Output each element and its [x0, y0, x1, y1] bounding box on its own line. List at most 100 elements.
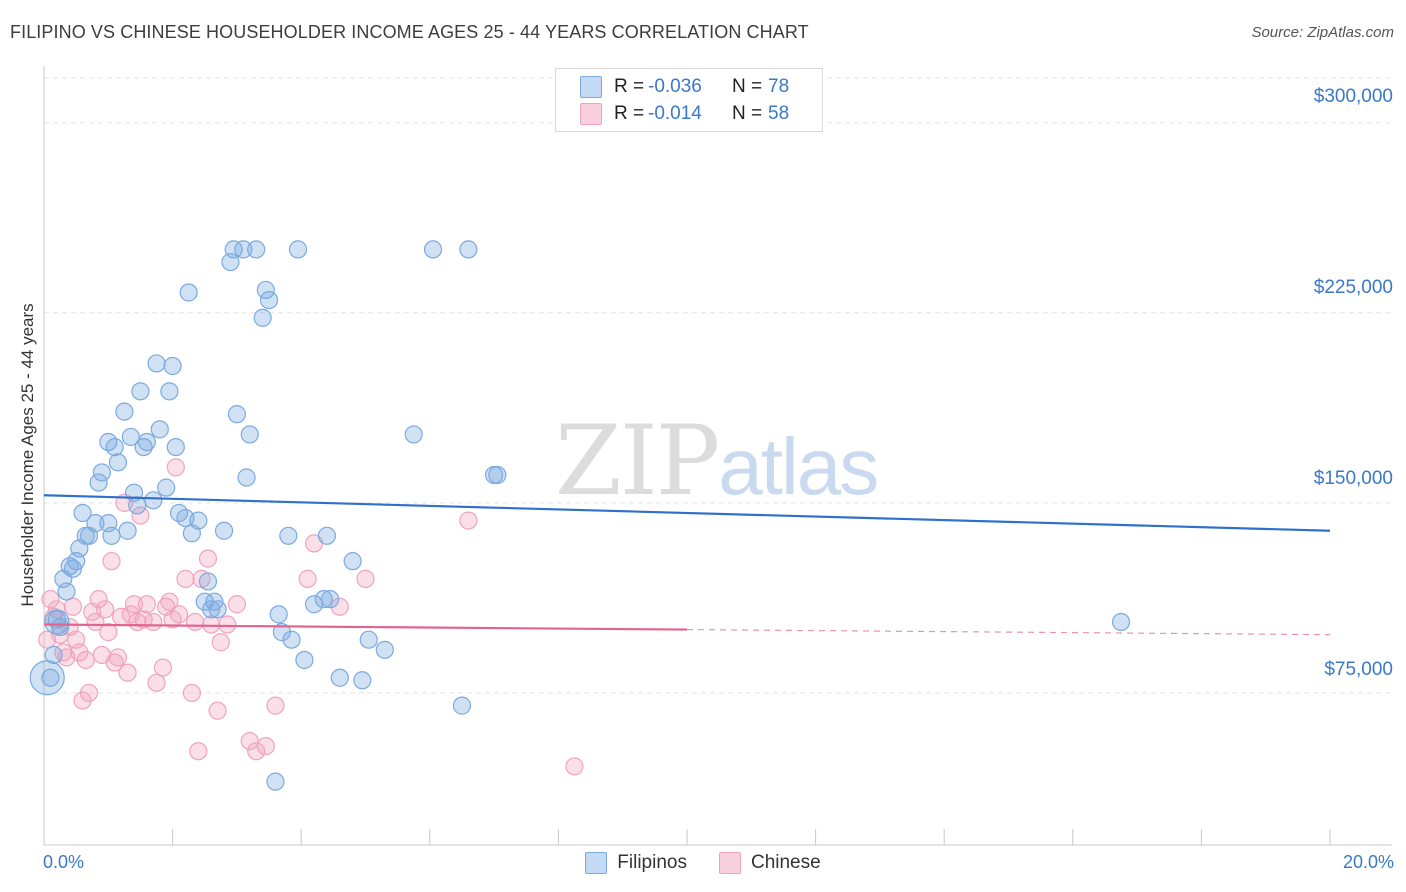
chinese-point: [208, 701, 227, 720]
filipino-point: [105, 437, 124, 457]
filipino-point: [102, 526, 121, 545]
chart-title: FILIPINO VS CHINESE HOUSEHOLDER INCOME A…: [10, 22, 809, 42]
legend-row-filipinos: R = -0.036 N = 78: [580, 75, 789, 99]
filipino-point: [160, 382, 179, 401]
r-value: -0.036: [648, 76, 702, 97]
filipino-point: [86, 514, 105, 533]
filipino-point: [150, 420, 169, 439]
filipino-point: [272, 623, 292, 642]
grid-lines: [44, 77, 1392, 694]
filipino-point: [452, 696, 472, 715]
chinese-point: [169, 605, 189, 624]
chinese-point: [131, 506, 150, 525]
filipino-point: [44, 645, 63, 665]
filipino-point: [1111, 612, 1131, 632]
chinese-point: [79, 683, 99, 703]
y-tick-label: $300,000: [1313, 86, 1393, 107]
filipino-point: [288, 240, 308, 259]
filipino-point: [41, 668, 60, 687]
filipino-point: [214, 521, 234, 540]
filipino-point: [73, 503, 92, 523]
filipino-point: [359, 630, 378, 649]
filipino-point: [189, 511, 208, 530]
filipino-point: [128, 496, 147, 515]
chinese-point: [330, 597, 349, 616]
filipino-point: [121, 427, 140, 447]
filipino-point: [282, 630, 301, 649]
filipino-point: [314, 590, 333, 609]
filipino-point: [144, 491, 163, 510]
y-tick-label: $225,000: [1313, 277, 1393, 298]
chinese-point: [105, 653, 124, 672]
chinese-point: [240, 731, 259, 751]
chinese-trend-line-extrapolated: [686, 628, 1331, 636]
filipino-point: [295, 650, 314, 670]
filipino-point: [266, 772, 285, 791]
filipino-point: [404, 425, 423, 444]
filipino-point: [269, 605, 288, 624]
legend-item-filipinos[interactable]: Filipinos: [585, 852, 687, 874]
filipino-point: [237, 468, 256, 487]
chinese-point: [186, 612, 205, 632]
filipino-point: [304, 595, 324, 614]
filipino-point: [108, 453, 128, 472]
legend-label-filipinos: Filipinos: [617, 852, 687, 873]
chinese-point: [211, 633, 230, 652]
filipino-point: [321, 590, 340, 609]
chinese-point: [95, 600, 115, 619]
filipino-point-large: [44, 609, 70, 635]
trend-lines: [43, 494, 1331, 636]
legend-row-chinese: R = -0.014 N = 58: [580, 102, 789, 126]
chinese-point: [144, 612, 163, 632]
chinese-point: [124, 595, 144, 614]
n-label: N =: [732, 76, 763, 97]
source-label: Source: ZipAtlas.com: [1251, 24, 1394, 41]
chinese-points: [38, 458, 584, 776]
n-value: 78: [768, 76, 790, 97]
chinese-point: [182, 683, 201, 703]
y-tick-label: $75,000: [1324, 659, 1393, 680]
chinese-point: [565, 757, 584, 776]
chinese-point: [86, 612, 105, 632]
chinese-point: [160, 592, 179, 611]
filipino-point: [208, 600, 227, 619]
filipino-point: [134, 437, 153, 457]
filipino-point: [247, 240, 266, 259]
legend-label-chinese: Chinese: [750, 852, 821, 873]
chinese-point: [73, 691, 92, 710]
chinese-point: [108, 648, 128, 667]
legend-item-chinese[interactable]: Chinese: [718, 852, 821, 874]
chinese-point: [99, 623, 118, 642]
chinese-swatch: [580, 103, 602, 125]
filipino-point: [92, 463, 111, 482]
filipino-point: [234, 240, 253, 259]
filipinos-swatch: [580, 76, 602, 98]
filipino-point: [89, 473, 108, 492]
chinese-point: [118, 663, 137, 682]
chinese-point: [218, 615, 237, 634]
r-label: R =: [614, 103, 645, 124]
filipino-point: [259, 290, 279, 310]
chinese-trend-line: [43, 623, 688, 631]
chinese-point: [147, 673, 166, 692]
filipino-points: [29, 240, 1131, 791]
chinese-point: [41, 590, 60, 609]
watermark-zip: ZIP: [555, 405, 720, 517]
chinese-point: [459, 511, 478, 530]
x-tick-label-min: 0.0%: [43, 852, 85, 872]
n-value: 58: [768, 103, 790, 124]
filipino-point: [227, 405, 246, 424]
filipino-point-large: [29, 660, 65, 696]
chinese-point: [89, 590, 108, 609]
filipino-point: [137, 432, 156, 452]
filipino-point: [147, 354, 166, 373]
chinese-point: [256, 737, 275, 756]
chinese-point: [63, 597, 83, 616]
filipino-point: [163, 356, 182, 376]
chinese-point: [70, 643, 89, 662]
x-tick-label-max: 20.0%: [1342, 852, 1394, 872]
filipino-point: [240, 425, 259, 444]
filipino-point: [179, 283, 198, 302]
chinese-point: [198, 549, 218, 568]
